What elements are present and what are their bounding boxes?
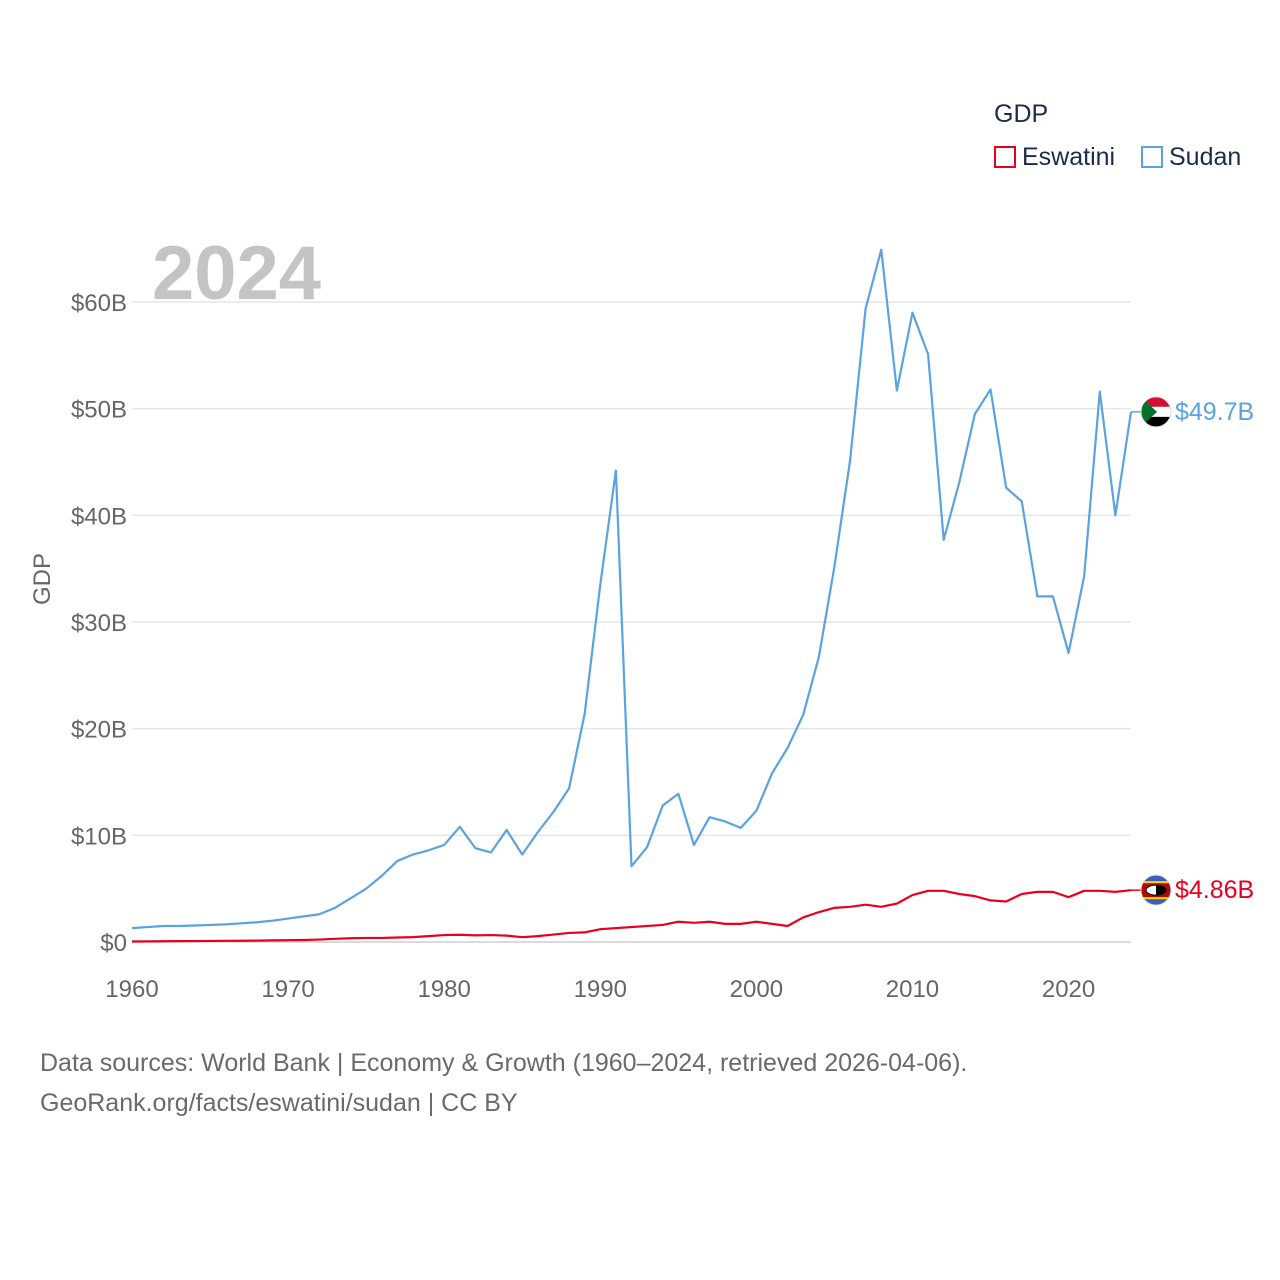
legend-swatch-sudan — [1141, 146, 1163, 168]
x-tick-label: 2010 — [886, 976, 939, 1003]
source-line-2[interactable]: GeoRank.org/facts/eswatini/sudan | CC BY — [40, 1089, 518, 1117]
y-tick-label: $40B — [71, 503, 127, 530]
x-tick-label: 1990 — [574, 976, 627, 1003]
legend-label-sudan: Sudan — [1169, 142, 1242, 171]
flag-sudan-icon — [1140, 396, 1172, 428]
legend-item-eswatini[interactable]: Eswatini — [994, 142, 1115, 172]
legend-label-eswatini: Eswatini — [1022, 142, 1116, 171]
y-tick-label: $30B — [71, 610, 127, 637]
legend-swatch-eswatini — [994, 146, 1016, 168]
series-line-sudan — [131, 248, 1133, 930]
source-line-1: Data sources: World Bank | Economy & Gro… — [40, 1049, 968, 1077]
y-axis-ticks: $0 $10B $20B $30B $40B $50B $60B — [71, 290, 127, 957]
y-tick-label: $60B — [71, 290, 127, 317]
x-tick-label: 1970 — [261, 976, 314, 1003]
x-axis-ticks: 1960 1970 1980 1990 2000 2010 2020 — [105, 976, 1095, 1003]
gridlines — [132, 301, 1131, 943]
y-axis-label: GDP — [29, 553, 56, 605]
series-line-eswatini — [131, 889, 1132, 943]
x-tick-label: 1980 — [417, 976, 470, 1003]
y-tick-label: $0 — [100, 930, 127, 957]
x-tick-label: 2000 — [730, 976, 783, 1003]
flag-eswatini-icon — [1140, 874, 1172, 906]
end-label-sudan: $49.7B — [1175, 398, 1254, 426]
x-tick-label: 1960 — [105, 976, 158, 1003]
data-source: Data sources: World Bank | Economy & Gro… — [40, 1043, 967, 1123]
y-tick-label: $20B — [71, 717, 127, 744]
y-tick-label: $50B — [71, 397, 127, 424]
legend-item-sudan[interactable]: Sudan — [1141, 142, 1241, 172]
end-label-eswatini: $4.86B — [1175, 876, 1254, 904]
x-tick-label: 2020 — [1042, 976, 1095, 1003]
series-lines — [131, 248, 1133, 943]
year-label: 2024 — [152, 231, 321, 316]
legend-title: GDP — [994, 100, 1049, 128]
y-tick-label: $10B — [71, 823, 127, 850]
series-end-labels: $49.7B $4.86B — [1131, 396, 1254, 906]
